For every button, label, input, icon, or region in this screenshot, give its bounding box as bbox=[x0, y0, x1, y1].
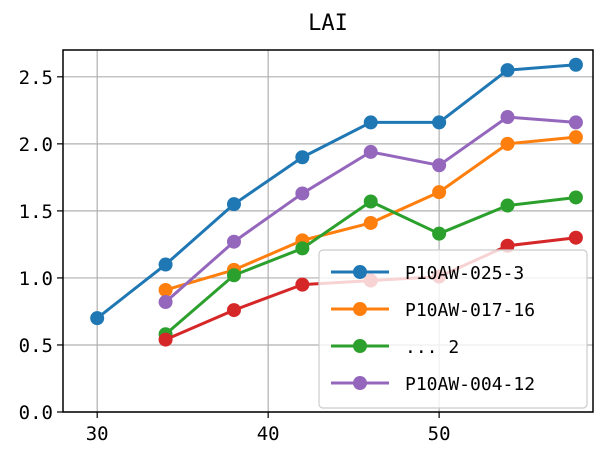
axis-ticks: 30 40 50 0.0 0.5 1.0 1.5 2.0 2.5 bbox=[19, 67, 451, 445]
data-point bbox=[432, 158, 447, 173]
data-point bbox=[226, 234, 241, 249]
x-tick-label: 50 bbox=[428, 423, 451, 445]
series-layer bbox=[90, 57, 583, 347]
data-point bbox=[295, 150, 310, 165]
data-point bbox=[158, 257, 173, 272]
data-point bbox=[500, 238, 515, 253]
y-tick-label: 1.0 bbox=[19, 268, 53, 290]
legend-marker bbox=[353, 302, 367, 316]
data-point bbox=[568, 115, 583, 130]
data-point bbox=[295, 277, 310, 292]
data-point bbox=[226, 303, 241, 318]
data-point bbox=[432, 226, 447, 241]
y-tick-label: 2.5 bbox=[19, 67, 53, 89]
data-point bbox=[90, 311, 105, 326]
data-point bbox=[500, 198, 515, 213]
legend-box bbox=[318, 249, 588, 409]
plot-frame bbox=[62, 49, 594, 413]
data-point bbox=[500, 110, 515, 125]
y-tick-label: 0.5 bbox=[19, 335, 53, 357]
data-point bbox=[568, 230, 583, 245]
legend: P10AW-025-3 P10AW-017-16 ... 2 P10AW-004-12 bbox=[318, 249, 588, 409]
data-point bbox=[432, 115, 447, 130]
data-point bbox=[158, 282, 173, 297]
data-point bbox=[568, 57, 583, 72]
data-point bbox=[363, 194, 378, 209]
data-point bbox=[363, 144, 378, 159]
data-point bbox=[568, 190, 583, 205]
x-tick-label: 30 bbox=[86, 423, 109, 445]
legend-marker bbox=[353, 339, 367, 353]
x-tick-label: 40 bbox=[257, 423, 280, 445]
legend-label: P10AW-017-16 bbox=[405, 300, 535, 321]
data-point bbox=[500, 136, 515, 151]
y-tick-label: 0.0 bbox=[19, 402, 53, 424]
data-point bbox=[158, 332, 173, 347]
data-point bbox=[363, 115, 378, 130]
data-point bbox=[295, 241, 310, 256]
data-point bbox=[226, 268, 241, 283]
legend-marker bbox=[353, 265, 367, 279]
data-point bbox=[363, 215, 378, 230]
data-point bbox=[500, 63, 515, 78]
series-line bbox=[96, 63, 577, 320]
y-tick-label: 2.0 bbox=[19, 134, 53, 156]
y-tick-label: 1.5 bbox=[19, 201, 53, 223]
data-point bbox=[568, 130, 583, 145]
chart-title: LAI bbox=[308, 11, 348, 36]
legend-label: P10AW-004-12 bbox=[405, 374, 535, 395]
data-point bbox=[226, 197, 241, 212]
data-point bbox=[295, 186, 310, 201]
data-point bbox=[432, 185, 447, 200]
legend-label: ... 2 bbox=[405, 337, 459, 358]
legend-marker bbox=[353, 376, 367, 390]
data-point bbox=[158, 295, 173, 310]
legend-label: P10AW-025-3 bbox=[405, 263, 524, 284]
